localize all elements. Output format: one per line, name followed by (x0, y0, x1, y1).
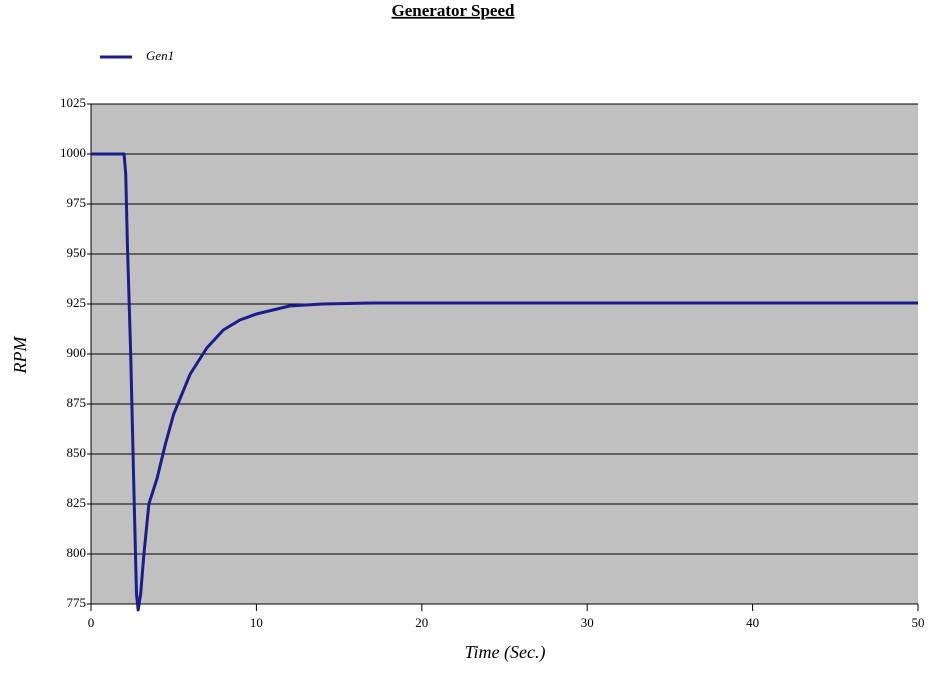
legend-label: Gen1 (146, 48, 174, 63)
x-tick-label: 40 (746, 615, 759, 630)
chart-title: Generator Speed (392, 1, 515, 20)
x-tick-label: 20 (415, 615, 428, 630)
y-tick-label: 825 (67, 495, 87, 510)
x-axis-label: Time (Sec.) (465, 642, 546, 663)
y-tick-label: 775 (67, 595, 87, 610)
y-tick-label: 1025 (60, 95, 86, 110)
y-tick-label: 800 (67, 545, 87, 560)
x-tick-label: 30 (581, 615, 594, 630)
y-tick-label: 1000 (60, 145, 86, 160)
y-tick-label: 975 (67, 195, 87, 210)
x-tick-label: 0 (88, 615, 95, 630)
y-tick-label: 950 (67, 245, 87, 260)
y-tick-label: 875 (67, 395, 87, 410)
x-tick-label: 50 (912, 615, 925, 630)
y-tick-label: 850 (67, 445, 87, 460)
y-tick-label: 900 (67, 345, 87, 360)
series-line (91, 152, 918, 612)
y-tick-label: 925 (67, 295, 87, 310)
x-tick-label: 10 (250, 615, 263, 630)
y-axis-label: RPM (10, 336, 30, 375)
